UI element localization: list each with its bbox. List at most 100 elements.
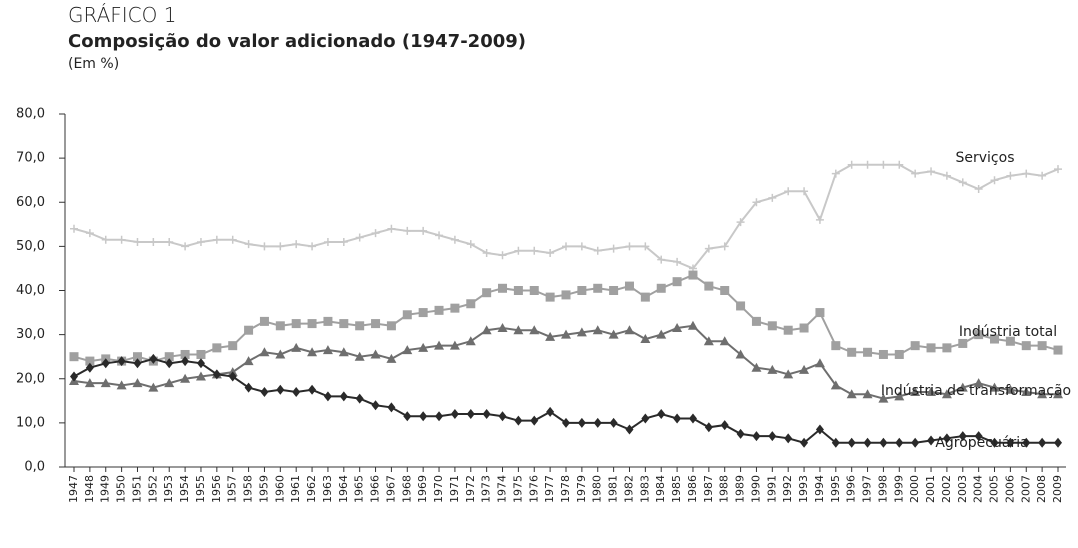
point-marker bbox=[736, 428, 745, 439]
x-tick-label: 1959 bbox=[257, 475, 270, 503]
point-marker bbox=[562, 242, 570, 251]
point-marker bbox=[1053, 389, 1063, 399]
x-tick-label: 1967 bbox=[384, 475, 397, 503]
point-marker bbox=[878, 349, 888, 359]
series bbox=[70, 160, 1062, 273]
point-marker bbox=[69, 352, 79, 362]
point-marker bbox=[387, 402, 396, 413]
point-marker bbox=[927, 167, 936, 176]
point-marker bbox=[402, 310, 412, 320]
point-marker bbox=[640, 334, 651, 344]
y-tick-label: 40,0 bbox=[16, 283, 45, 298]
point-marker bbox=[815, 308, 825, 318]
point-marker bbox=[339, 391, 348, 402]
point-marker bbox=[1005, 336, 1015, 346]
point-marker bbox=[514, 246, 523, 255]
point-marker bbox=[942, 171, 951, 180]
point-marker bbox=[181, 356, 190, 367]
point-marker bbox=[768, 193, 777, 202]
point-marker bbox=[339, 319, 349, 329]
point-marker bbox=[371, 400, 380, 411]
x-tick-label: 1976 bbox=[527, 475, 540, 503]
point-marker bbox=[292, 240, 301, 249]
point-marker bbox=[133, 237, 142, 246]
x-tick-label: 1980 bbox=[591, 475, 604, 503]
point-marker bbox=[481, 325, 492, 335]
x-tick-label: 1948 bbox=[83, 475, 96, 503]
y-tick-label: 70,0 bbox=[16, 151, 45, 166]
point-marker bbox=[1038, 171, 1047, 180]
x-tick-label: 1978 bbox=[559, 475, 572, 503]
point-marker bbox=[704, 422, 713, 433]
point-marker bbox=[212, 343, 222, 353]
point-marker bbox=[545, 331, 556, 341]
point-marker bbox=[529, 286, 539, 295]
point-marker bbox=[831, 169, 840, 178]
point-marker bbox=[608, 329, 619, 339]
x-tick-label: 1963 bbox=[321, 475, 334, 503]
x-tick-label: 2007 bbox=[1019, 475, 1032, 503]
point-marker bbox=[624, 325, 635, 335]
y-tick-label: 10,0 bbox=[16, 415, 45, 430]
x-tick-label: 1958 bbox=[242, 475, 255, 503]
point-marker bbox=[879, 437, 888, 448]
x-tick-label: 1974 bbox=[496, 475, 509, 503]
point-marker bbox=[577, 417, 586, 428]
point-marker bbox=[275, 321, 285, 331]
x-tick-label: 1997 bbox=[861, 475, 874, 503]
point-marker bbox=[84, 378, 95, 388]
point-marker bbox=[846, 389, 857, 399]
point-marker bbox=[1006, 171, 1015, 180]
point-marker bbox=[720, 242, 729, 251]
point-marker bbox=[1021, 341, 1031, 351]
point-marker bbox=[545, 292, 555, 302]
point-marker bbox=[529, 325, 540, 335]
x-tick-label: 1987 bbox=[702, 475, 715, 503]
point-marker bbox=[546, 248, 555, 257]
point-marker bbox=[783, 369, 794, 379]
point-marker bbox=[1006, 437, 1015, 448]
point-marker bbox=[561, 329, 571, 339]
x-tick-label: 1986 bbox=[686, 475, 699, 503]
point-marker bbox=[101, 358, 110, 369]
point-marker bbox=[355, 321, 365, 331]
x-tick-label: 1985 bbox=[670, 475, 683, 503]
point-marker bbox=[577, 286, 587, 295]
point-marker bbox=[371, 229, 380, 238]
point-marker bbox=[308, 384, 317, 395]
point-marker bbox=[149, 237, 158, 246]
x-tick-label: 1994 bbox=[813, 475, 826, 503]
y-tick-label: 30,0 bbox=[16, 327, 45, 342]
point-marker bbox=[1053, 345, 1063, 355]
point-marker bbox=[592, 325, 603, 335]
point-marker bbox=[973, 378, 984, 388]
point-marker bbox=[292, 386, 301, 397]
series-line bbox=[73, 163, 1059, 270]
point-marker bbox=[735, 349, 746, 359]
point-marker bbox=[450, 409, 459, 420]
point-marker bbox=[149, 353, 158, 364]
point-marker bbox=[323, 237, 332, 246]
point-marker bbox=[117, 356, 126, 367]
point-marker bbox=[117, 235, 126, 244]
point-marker bbox=[355, 233, 364, 242]
point-marker bbox=[784, 433, 793, 444]
point-marker bbox=[482, 288, 492, 298]
point-marker bbox=[85, 356, 95, 366]
series bbox=[69, 270, 1063, 366]
point-marker bbox=[339, 237, 348, 246]
point-marker bbox=[308, 242, 317, 251]
series-label: Serviços bbox=[956, 150, 1015, 166]
point-marker bbox=[894, 349, 904, 359]
point-marker bbox=[338, 347, 349, 357]
point-marker bbox=[276, 384, 285, 395]
point-marker bbox=[498, 251, 507, 260]
point-marker bbox=[322, 345, 333, 355]
point-marker bbox=[1038, 437, 1047, 448]
y-tick-label: 80,0 bbox=[16, 107, 45, 122]
series-label: Indústria total bbox=[959, 324, 1057, 340]
point-marker bbox=[895, 437, 904, 448]
point-marker bbox=[1005, 384, 1016, 394]
point-marker bbox=[720, 286, 730, 295]
